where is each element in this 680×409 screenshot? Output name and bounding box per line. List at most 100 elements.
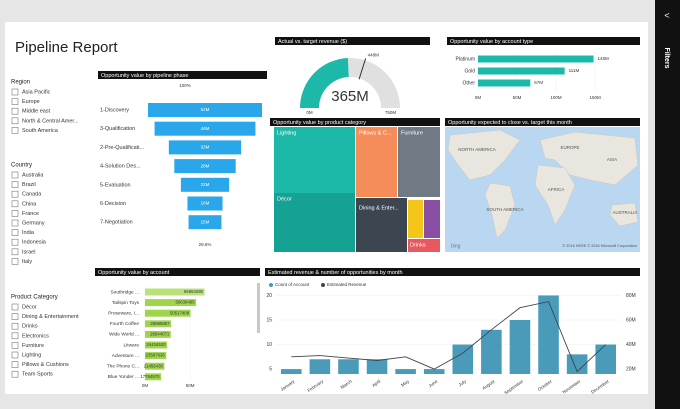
checkbox[interactable] (11, 171, 19, 179)
checkbox[interactable] (11, 210, 19, 217)
checkbox[interactable] (11, 342, 19, 349)
slicer-item[interactable]: Asia Pacific (22, 89, 51, 95)
bar[interactable] (595, 344, 616, 374)
value-label: 24434520 (146, 342, 166, 347)
tile[interactable] (274, 127, 355, 193)
scrollbar[interactable] (257, 283, 260, 333)
bar[interactable] (478, 67, 565, 75)
checkbox[interactable] (11, 351, 19, 359)
slicer-item[interactable]: Brazil (22, 182, 36, 188)
slicer-title: Country (11, 163, 32, 169)
slicer-item[interactable]: Pillows & Cushions (22, 362, 69, 368)
land (539, 131, 639, 186)
checkbox[interactable] (11, 303, 19, 311)
slicer-item[interactable]: Lighting (22, 352, 41, 358)
slicer-item[interactable]: China (22, 201, 37, 207)
funnel-bar[interactable] (174, 159, 236, 174)
bar[interactable] (366, 359, 388, 374)
tile[interactable] (356, 127, 397, 197)
funnel-bar[interactable] (180, 177, 230, 192)
funnel-label: 2-Pre-Qualificati... (100, 145, 144, 151)
checkbox[interactable] (11, 313, 19, 320)
bar[interactable] (395, 369, 416, 374)
funnel-label: 7-Negotiation (100, 220, 133, 226)
bar[interactable] (538, 295, 559, 374)
slicer-item[interactable]: Middle east (22, 109, 51, 115)
tile[interactable] (408, 200, 423, 238)
slicer-item[interactable]: Drinks (22, 324, 38, 330)
tile[interactable] (398, 127, 440, 197)
checkbox[interactable] (11, 88, 19, 96)
checkbox[interactable] (11, 332, 19, 340)
slicer-item[interactable]: Australia (22, 172, 44, 178)
tile[interactable] (274, 193, 355, 252)
funnel-bar[interactable] (168, 140, 242, 155)
tile[interactable] (424, 200, 440, 238)
funnel-bar[interactable] (154, 121, 256, 136)
bar[interactable] (145, 320, 172, 328)
bar[interactable] (481, 329, 502, 374)
tile[interactable] (356, 198, 407, 252)
slicer-item[interactable]: Team Sports (22, 372, 53, 378)
checkbox[interactable] (11, 322, 19, 330)
bar[interactable] (145, 299, 197, 307)
y2-tick-label: 40M (626, 342, 636, 348)
checkbox[interactable] (11, 361, 19, 368)
slicer-item[interactable]: North & Central Amer... (22, 118, 79, 124)
bar[interactable] (309, 359, 331, 374)
bar[interactable] (478, 79, 531, 87)
bar[interactable] (338, 359, 359, 374)
checkbox[interactable] (11, 181, 19, 188)
funnel-bar[interactable] (188, 215, 222, 230)
checkbox[interactable] (11, 190, 19, 198)
bar[interactable] (145, 288, 205, 296)
slicer-item[interactable]: Indonesia (22, 240, 47, 246)
checkbox[interactable] (11, 117, 19, 125)
tile[interactable] (408, 239, 440, 252)
slicer-item[interactable]: Décor (22, 304, 37, 310)
checkbox[interactable] (11, 238, 19, 246)
collapse-icon[interactable]: < (664, 10, 669, 20)
bar[interactable] (478, 55, 594, 63)
bar[interactable] (145, 352, 167, 360)
slicer-item[interactable]: South America (22, 128, 59, 134)
slicer-item[interactable]: Canada (22, 192, 42, 198)
slicer-item[interactable]: India (22, 230, 35, 236)
bar[interactable] (145, 341, 168, 349)
bar[interactable] (509, 320, 531, 374)
x-tick-label: May (400, 378, 410, 387)
slicer-item[interactable]: Germany (22, 220, 45, 226)
checkbox[interactable] (11, 248, 19, 256)
bar[interactable] (145, 330, 171, 338)
bar[interactable] (145, 373, 162, 381)
funnel-value-label: 52M (201, 107, 210, 112)
slicer-item[interactable]: Italy (22, 259, 32, 265)
filters-label[interactable]: Filters (663, 47, 670, 68)
slicer-item[interactable]: Furniture (22, 343, 44, 349)
checkbox[interactable] (11, 219, 19, 227)
bar[interactable] (281, 369, 302, 374)
checkbox[interactable] (11, 258, 19, 265)
filters-pane[interactable] (655, 0, 680, 409)
slicer-item[interactable]: France (22, 211, 39, 217)
slicer-item[interactable]: Dining & Entertainment (22, 314, 79, 320)
bar[interactable] (452, 344, 474, 374)
slicer-item[interactable]: Europe (22, 99, 40, 105)
slicer-item[interactable]: Electronics (22, 333, 49, 339)
funnel-bar[interactable] (148, 103, 262, 117)
checkbox[interactable] (11, 229, 19, 236)
bar[interactable] (145, 309, 191, 317)
x-tick-label: June (428, 378, 439, 388)
checkbox[interactable] (11, 127, 19, 134)
category-label: Proseware, I... (108, 310, 139, 316)
slicer-item[interactable]: Israel (22, 249, 35, 255)
checkbox[interactable] (11, 98, 19, 105)
checkbox[interactable] (11, 107, 19, 115)
gauge-min-label: 0M (306, 110, 313, 115)
checkbox[interactable] (11, 200, 19, 208)
funnel-bar[interactable] (187, 196, 223, 211)
bar[interactable] (423, 369, 445, 374)
funnel-label: 1-Discovery (100, 107, 129, 113)
bar[interactable] (145, 362, 165, 370)
checkbox[interactable] (11, 370, 19, 378)
